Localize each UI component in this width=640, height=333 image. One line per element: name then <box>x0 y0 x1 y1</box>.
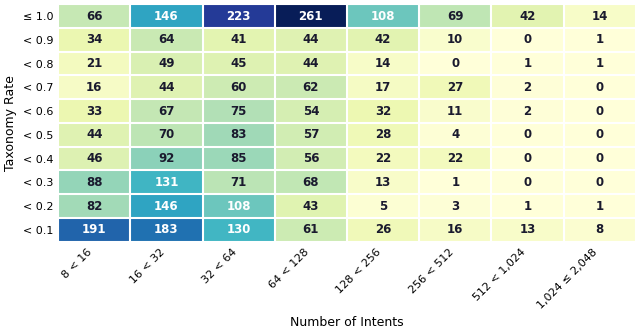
Text: 131: 131 <box>154 176 179 189</box>
Text: 27: 27 <box>447 81 463 94</box>
Text: 44: 44 <box>158 81 175 94</box>
X-axis label: Number of Intents: Number of Intents <box>290 316 404 329</box>
Text: 33: 33 <box>86 105 102 118</box>
Text: 2: 2 <box>524 81 532 94</box>
Text: 42: 42 <box>375 33 391 46</box>
Text: 44: 44 <box>303 33 319 46</box>
Text: 56: 56 <box>303 152 319 165</box>
Text: 44: 44 <box>303 57 319 70</box>
Text: 0: 0 <box>524 128 532 141</box>
Text: 22: 22 <box>375 152 391 165</box>
Text: 2: 2 <box>524 105 532 118</box>
Text: 13: 13 <box>520 223 536 236</box>
Text: 0: 0 <box>524 152 532 165</box>
Text: 1: 1 <box>524 57 532 70</box>
Text: 66: 66 <box>86 10 102 23</box>
Text: 0: 0 <box>596 128 604 141</box>
Text: 70: 70 <box>158 128 175 141</box>
Text: 75: 75 <box>230 105 247 118</box>
Text: 64: 64 <box>158 33 175 46</box>
Text: 44: 44 <box>86 128 102 141</box>
Text: 49: 49 <box>158 57 175 70</box>
Text: 0: 0 <box>524 33 532 46</box>
Text: 4: 4 <box>451 128 460 141</box>
Text: 41: 41 <box>230 33 247 46</box>
Text: 57: 57 <box>303 128 319 141</box>
Text: 43: 43 <box>303 200 319 213</box>
Text: 0: 0 <box>524 176 532 189</box>
Text: 1: 1 <box>524 200 532 213</box>
Text: 223: 223 <box>227 10 251 23</box>
Text: 1: 1 <box>451 176 460 189</box>
Text: 34: 34 <box>86 33 102 46</box>
Text: 71: 71 <box>230 176 247 189</box>
Text: 146: 146 <box>154 200 179 213</box>
Text: 108: 108 <box>371 10 396 23</box>
Text: 62: 62 <box>303 81 319 94</box>
Text: 13: 13 <box>375 176 391 189</box>
Text: 69: 69 <box>447 10 463 23</box>
Y-axis label: Taxonomy Rate: Taxonomy Rate <box>4 75 17 171</box>
Text: 16: 16 <box>447 223 463 236</box>
Text: 11: 11 <box>447 105 463 118</box>
Text: 61: 61 <box>303 223 319 236</box>
Text: 92: 92 <box>158 152 175 165</box>
Text: 54: 54 <box>303 105 319 118</box>
Text: 1: 1 <box>596 200 604 213</box>
Text: 14: 14 <box>375 57 391 70</box>
Text: 88: 88 <box>86 176 102 189</box>
Text: 0: 0 <box>596 152 604 165</box>
Text: 14: 14 <box>591 10 608 23</box>
Text: 68: 68 <box>303 176 319 189</box>
Text: 183: 183 <box>154 223 179 236</box>
Text: 5: 5 <box>379 200 387 213</box>
Text: 46: 46 <box>86 152 102 165</box>
Text: 261: 261 <box>299 10 323 23</box>
Text: 108: 108 <box>227 200 251 213</box>
Text: 28: 28 <box>375 128 391 141</box>
Text: 26: 26 <box>375 223 391 236</box>
Text: 0: 0 <box>451 57 460 70</box>
Text: 85: 85 <box>230 152 247 165</box>
Text: 0: 0 <box>596 176 604 189</box>
Text: 83: 83 <box>230 128 247 141</box>
Text: 82: 82 <box>86 200 102 213</box>
Text: 8: 8 <box>596 223 604 236</box>
Text: 67: 67 <box>158 105 175 118</box>
Text: 42: 42 <box>519 10 536 23</box>
Text: 22: 22 <box>447 152 463 165</box>
Text: 10: 10 <box>447 33 463 46</box>
Text: 1: 1 <box>596 57 604 70</box>
Text: 60: 60 <box>230 81 247 94</box>
Text: 0: 0 <box>596 81 604 94</box>
Text: 16: 16 <box>86 81 102 94</box>
Text: 45: 45 <box>230 57 247 70</box>
Text: 0: 0 <box>596 105 604 118</box>
Text: 32: 32 <box>375 105 391 118</box>
Text: 3: 3 <box>451 200 460 213</box>
Text: 146: 146 <box>154 10 179 23</box>
Text: 21: 21 <box>86 57 102 70</box>
Text: 17: 17 <box>375 81 391 94</box>
Text: 130: 130 <box>227 223 251 236</box>
Text: 1: 1 <box>596 33 604 46</box>
Text: 191: 191 <box>82 223 106 236</box>
